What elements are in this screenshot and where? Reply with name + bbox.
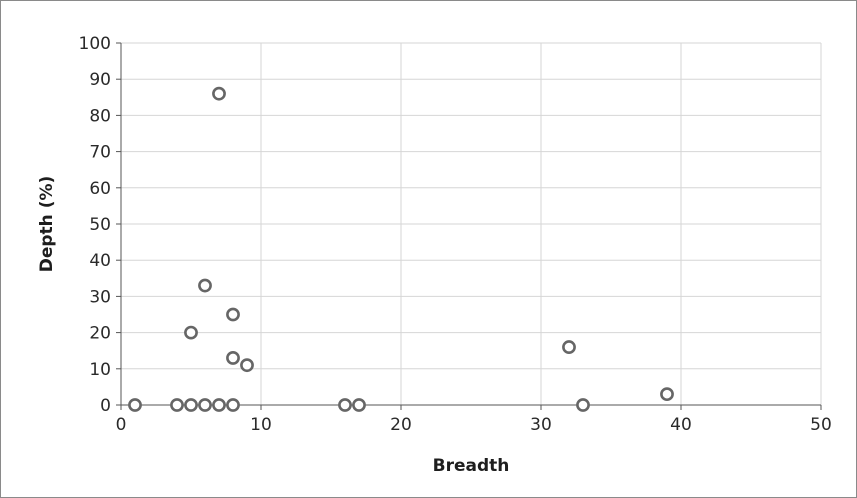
y-tick-label: 50 xyxy=(89,215,111,235)
scatter-point xyxy=(240,358,254,373)
y-tick-label: 100 xyxy=(79,34,111,54)
y-tick-label: 20 xyxy=(89,324,111,344)
x-tick-label: 10 xyxy=(250,415,272,435)
scatter-point xyxy=(198,398,212,412)
scatter-point xyxy=(212,86,226,101)
scatter-point xyxy=(576,398,590,412)
scatter-point xyxy=(226,307,240,322)
y-axis-title: Depth (%) xyxy=(37,176,57,273)
y-tick-label: 80 xyxy=(89,106,111,126)
y-tick-label: 0 xyxy=(100,396,111,416)
x-tick-label: 30 xyxy=(530,415,552,435)
scatter-point xyxy=(562,340,576,354)
scatter-point xyxy=(226,398,240,412)
y-tick-label: 60 xyxy=(89,179,111,199)
data-points xyxy=(128,86,674,412)
scatter-point xyxy=(660,387,674,402)
x-tick-label: 40 xyxy=(670,415,692,435)
scatter-point xyxy=(170,398,184,412)
x-tick-label: 20 xyxy=(390,415,412,435)
y-tick-label: 10 xyxy=(89,360,111,380)
scatter-point xyxy=(198,278,212,293)
scatter-point xyxy=(212,398,226,412)
tick-labels: 0 10 20 30 40 50 60 70 80 90 100 0 10 20 30 40 50 xyxy=(79,34,832,435)
scatter-point xyxy=(226,351,240,365)
grid-lines xyxy=(121,42,822,405)
scatter-point xyxy=(184,325,198,340)
y-tick-label: 90 xyxy=(89,70,111,90)
scatter-point xyxy=(128,398,142,412)
scatter-point xyxy=(338,398,352,412)
y-tick-label: 70 xyxy=(89,143,111,163)
y-tick-label: 40 xyxy=(89,251,111,271)
x-tick-label: 50 xyxy=(810,415,832,435)
x-tick-label: 0 xyxy=(116,415,127,435)
scatter-point xyxy=(352,398,366,412)
x-axis-title: Breadth xyxy=(433,456,510,476)
scatter-point xyxy=(184,398,198,412)
y-tick-label: 30 xyxy=(89,287,111,307)
